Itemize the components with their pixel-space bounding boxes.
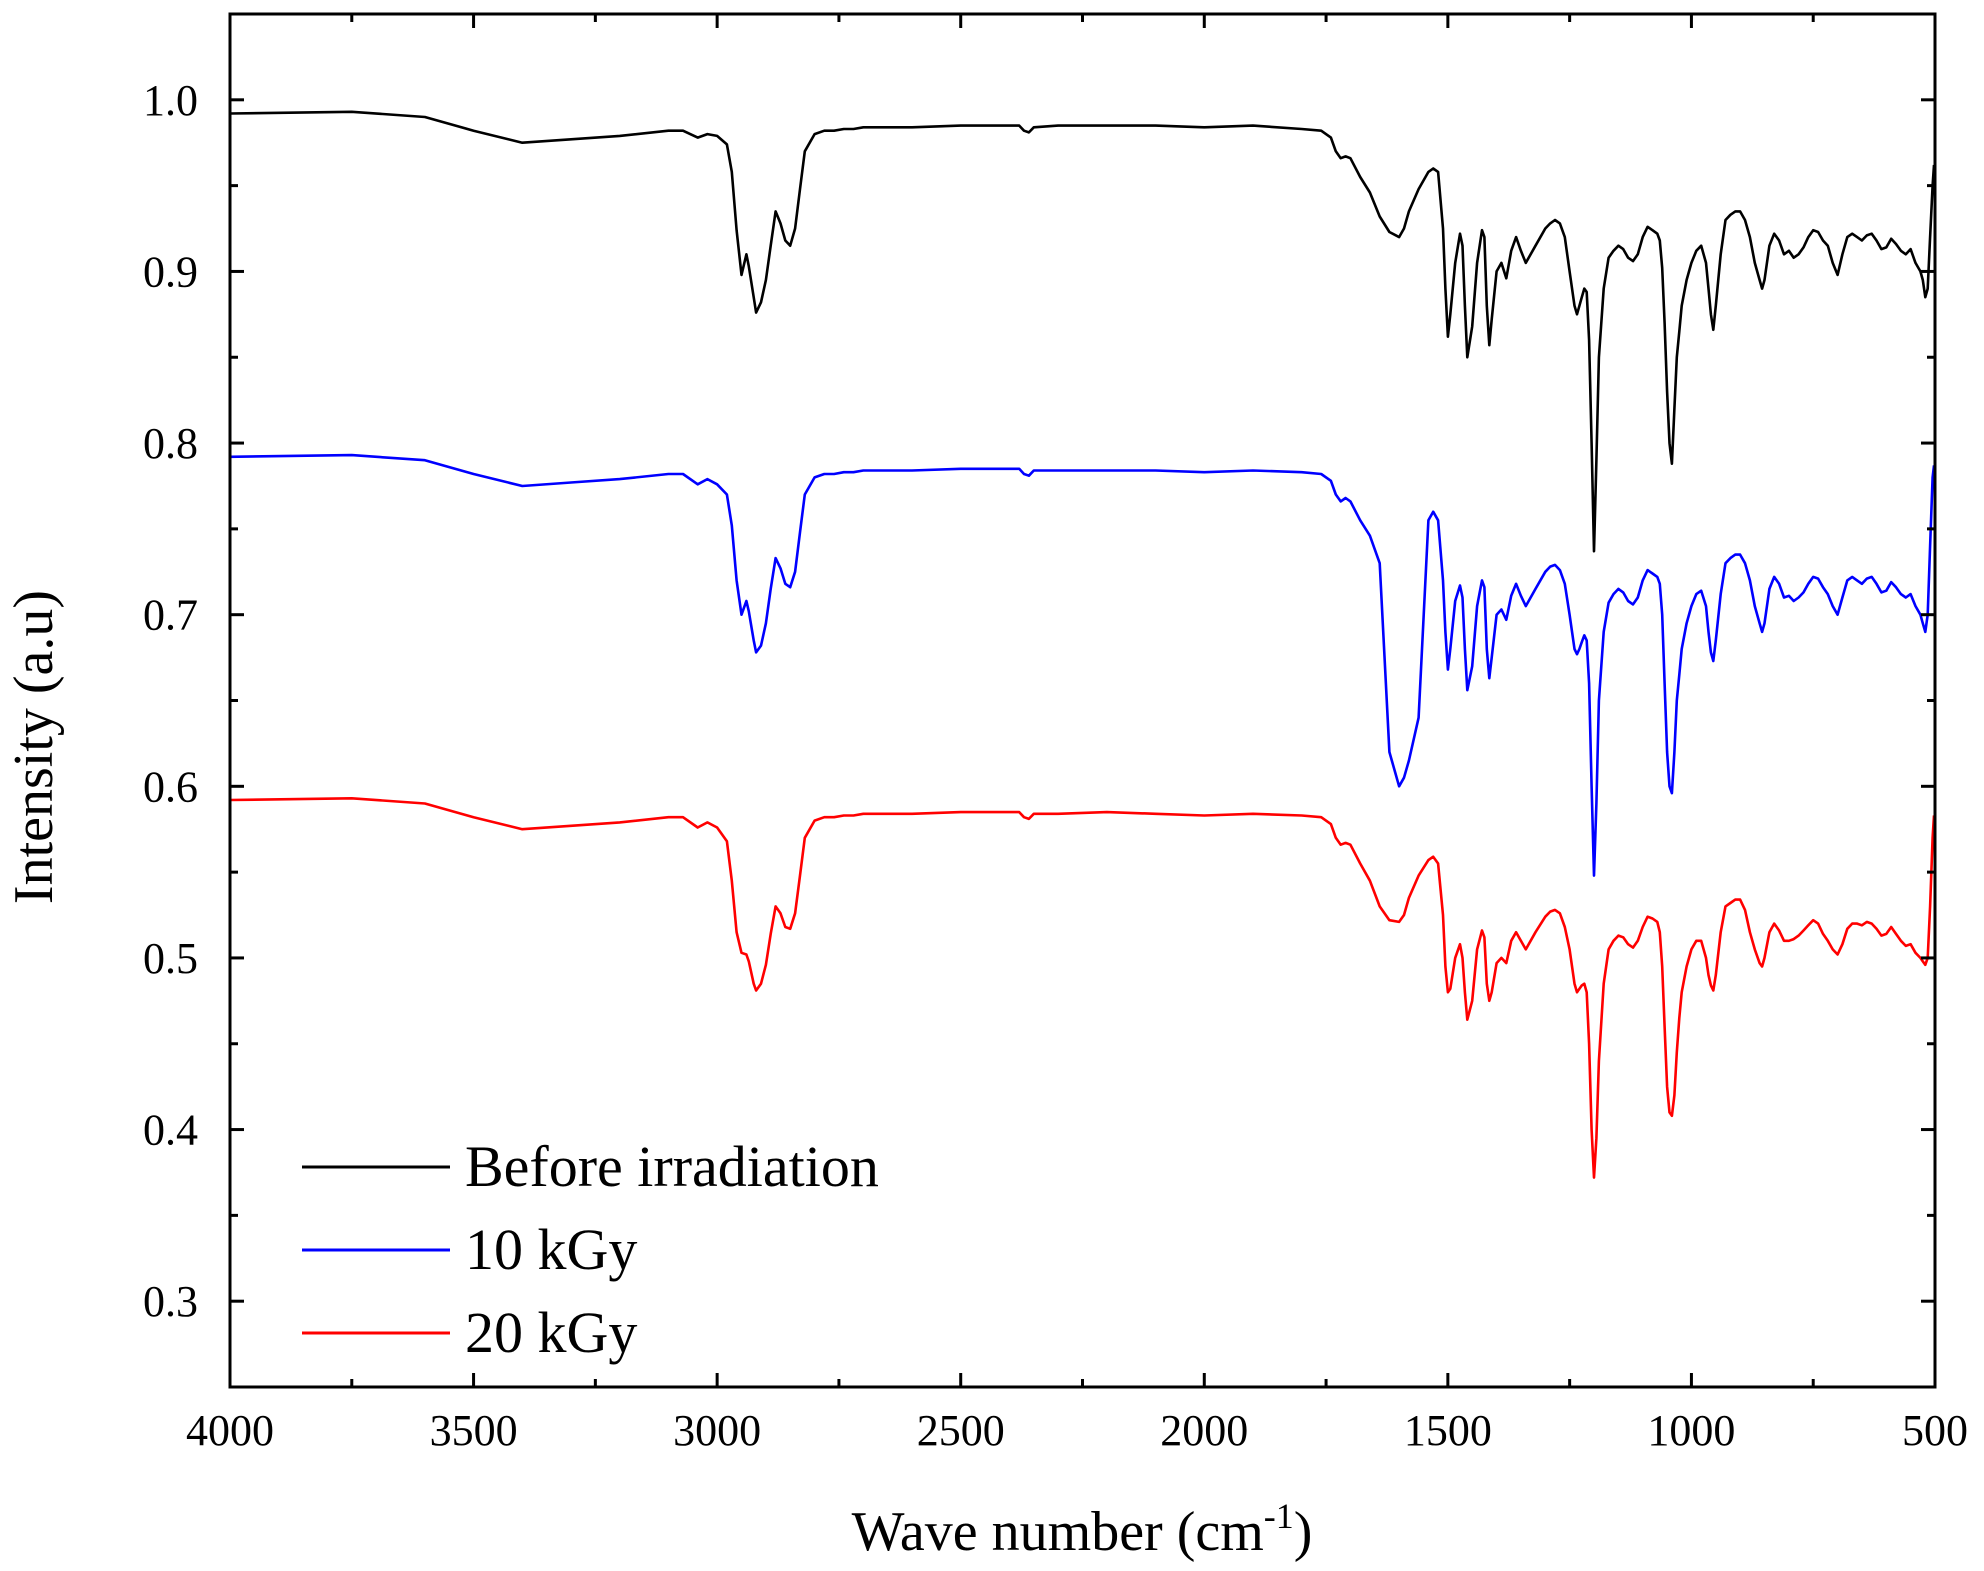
plot-area-frame — [228, 12, 1937, 1389]
legend-label-3: 20 kGy — [465, 1300, 637, 1365]
y-axis-title: Intensity (a.u) — [3, 590, 65, 904]
y-tick-label: 0.8 — [143, 419, 198, 468]
legend-label-1: Before irradiation — [465, 1134, 879, 1199]
x-tick-label: 2500 — [917, 1406, 1005, 1455]
x-tick-label: 2000 — [1160, 1406, 1248, 1455]
y-tick-label: 0.6 — [143, 762, 198, 811]
x-tick-label: 500 — [1902, 1406, 1968, 1455]
y-tick-label: 1.0 — [143, 76, 198, 125]
x-tick-label: 3000 — [673, 1406, 761, 1455]
x-axis-title: Wave number (cm-1) — [852, 1496, 1313, 1563]
series-layer — [229, 110, 1936, 1179]
x-axis-title-close: ) — [1294, 1501, 1313, 1563]
y-tick-label: 0.4 — [143, 1106, 198, 1155]
tick-labels-layer: 4000 3500 3000 2500 2000 1500 1000 500 0.3 0.4 0.5… — [143, 76, 1968, 1455]
x-tick-label: 3500 — [430, 1406, 518, 1455]
series-line-1 — [229, 110, 1936, 553]
y-tick-label: 0.5 — [143, 934, 198, 983]
legend: Before irradiation 10 kGy 20 kGy — [302, 1134, 879, 1365]
x-tick-label: 1500 — [1404, 1406, 1492, 1455]
legend-label-2: 10 kGy — [465, 1217, 637, 1282]
series-line-3 — [229, 797, 1936, 1179]
y-tick-label: 0.9 — [143, 247, 198, 296]
y-tick-label: 0.3 — [143, 1277, 198, 1326]
y-tick-label: 0.7 — [143, 591, 198, 640]
x-tick-label: 4000 — [186, 1406, 274, 1455]
x-tick-label: 1000 — [1647, 1406, 1735, 1455]
series-line-2 — [229, 453, 1936, 877]
x-axis-title-main: Wave number (cm — [852, 1501, 1264, 1563]
x-axis-title-superscript: -1 — [1264, 1496, 1294, 1536]
